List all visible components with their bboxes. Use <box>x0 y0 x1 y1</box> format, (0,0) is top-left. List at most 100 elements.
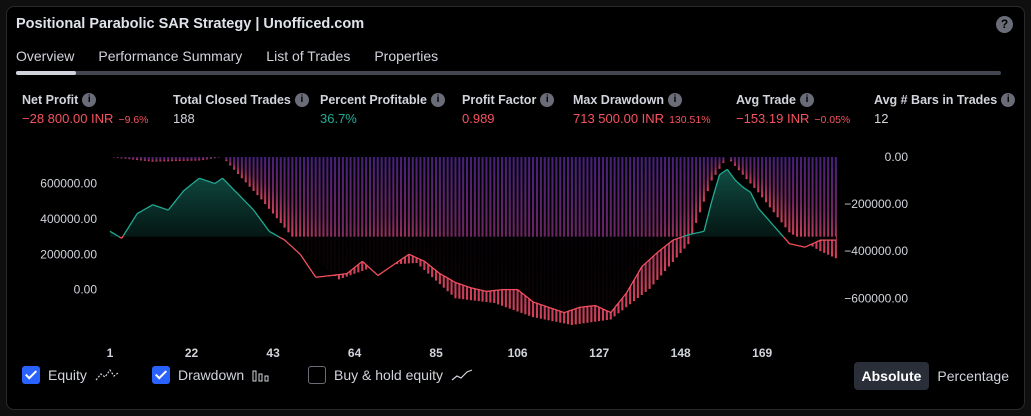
buy-hold-checkbox[interactable] <box>308 366 326 384</box>
drawdown-bar <box>780 157 783 223</box>
metric-total-closed-trades: Total Closed Trades i 188 <box>173 93 309 126</box>
drawdown-bar <box>516 157 519 312</box>
equity-line-segment <box>781 234 785 238</box>
equity-line-segment <box>595 304 598 307</box>
equity-line-segment <box>398 259 402 262</box>
equity-line-segment <box>723 170 726 173</box>
drawdown-bar <box>299 157 302 247</box>
equity-line-segment <box>459 283 462 286</box>
equity-line-segment <box>373 271 377 275</box>
drawdown-bar <box>341 157 344 278</box>
metric-subvalue: −9.6% <box>118 114 149 126</box>
drawdown-bar <box>644 157 647 292</box>
percentage-button[interactable]: Percentage <box>937 368 1009 384</box>
tab-properties[interactable]: Properties <box>374 48 439 64</box>
equity-line-segment <box>293 248 297 252</box>
equity-line-segment <box>769 221 773 225</box>
equity-line-segment <box>154 204 157 207</box>
info-icon[interactable]: i <box>430 93 445 107</box>
drawdown-bar <box>322 157 325 267</box>
equity-line-segment <box>666 242 670 246</box>
drawdown-bar <box>205 157 209 160</box>
drawdown-bar <box>143 157 146 161</box>
left-axis-tick-label: 600000.00 <box>40 177 97 191</box>
tab-overview[interactable]: Overview <box>16 48 75 64</box>
drawdown-bar <box>407 157 410 264</box>
equity-line-segment <box>367 266 371 269</box>
drawdown-bar <box>815 157 818 249</box>
legend-buy-hold[interactable]: Buy & hold equity <box>308 366 473 384</box>
drawdown-bar <box>664 157 667 271</box>
equity-line-segment <box>441 274 445 277</box>
equity-line-segment <box>738 183 742 186</box>
drawdown-bar <box>415 157 418 263</box>
metric-profit-factor: Profit Factor i 0.989 <box>462 93 555 126</box>
drawdown-bar <box>369 157 372 269</box>
drawdown-bar <box>431 157 434 278</box>
equity-line-segment <box>408 253 412 256</box>
drawdown-bar <box>365 157 368 270</box>
equity-line-segment <box>623 292 627 297</box>
drawdown-bar <box>306 157 309 254</box>
equity-line-segment <box>404 255 408 258</box>
x-axis-tick-label: 22 <box>185 346 199 360</box>
info-icon[interactable]: i <box>540 93 555 107</box>
equity-line-segment <box>227 183 231 187</box>
drawdown-bar <box>237 157 240 174</box>
equity-line-segment <box>627 286 631 291</box>
drawdown-bar <box>493 157 496 303</box>
equity-line-segment <box>744 187 748 191</box>
equity-line-segment <box>140 209 144 212</box>
equity-line-segment <box>810 243 813 246</box>
legend-drawdown[interactable]: Drawdown <box>152 366 272 384</box>
equity-line-segment <box>631 279 635 284</box>
equity-line-segment <box>785 238 788 242</box>
equity-line-segment <box>208 180 212 183</box>
drawdown-bar <box>469 157 473 301</box>
drawdown-bar <box>182 157 185 161</box>
equity-line-segment <box>645 260 649 264</box>
drawdown-bar <box>427 157 430 274</box>
drawdown-bar <box>652 157 655 285</box>
tab-performance-summary[interactable]: Performance Summary <box>98 48 243 64</box>
info-icon[interactable]: i <box>1001 93 1016 107</box>
info-icon[interactable]: i <box>799 93 814 107</box>
drawdown-bar <box>435 157 438 281</box>
metric-percent-profitable: Percent Profitable i 36.7% <box>320 93 445 126</box>
equity-checkbox[interactable] <box>22 366 40 384</box>
drawdown-bar <box>722 157 725 163</box>
equity-line-segment <box>779 232 783 236</box>
equity-line-segment <box>429 265 433 269</box>
help-icon[interactable]: ? <box>996 16 1013 33</box>
equity-line-segment <box>402 256 406 259</box>
absolute-button[interactable]: Absolute <box>853 362 930 390</box>
equity-line-segment <box>670 239 674 243</box>
info-icon[interactable]: i <box>668 93 682 107</box>
equity-line-segment <box>371 269 375 273</box>
equity-line-segment <box>164 208 167 211</box>
equity-line-segment <box>196 177 200 181</box>
info-icon[interactable]: i <box>294 93 309 107</box>
equity-line-segment <box>222 177 225 181</box>
x-axis-tick-label: 106 <box>508 346 528 360</box>
drawdown-bar <box>326 157 329 270</box>
buy-hold-line-icon <box>451 369 473 381</box>
equity-line-segment <box>562 311 565 314</box>
legend-equity[interactable]: Equity <box>22 366 119 384</box>
drawdown-bar <box>466 157 469 300</box>
equity-line-segment <box>280 237 284 240</box>
equity-line-segment <box>552 307 555 310</box>
equity-line-segment <box>447 277 451 280</box>
equity-line-segment <box>282 238 286 241</box>
equity-line-segment <box>684 234 687 237</box>
drawdown-bar <box>423 157 426 270</box>
equity-line-segment <box>297 252 301 255</box>
tab-list-of-trades[interactable]: List of Trades <box>266 48 351 64</box>
drawdown-checkbox[interactable] <box>152 366 170 384</box>
equity-line-segment <box>765 216 769 220</box>
drawdown-bar <box>213 157 216 159</box>
drawdown-bar <box>683 157 686 249</box>
drawdown-bar <box>636 157 639 298</box>
info-icon[interactable]: i <box>82 93 97 107</box>
